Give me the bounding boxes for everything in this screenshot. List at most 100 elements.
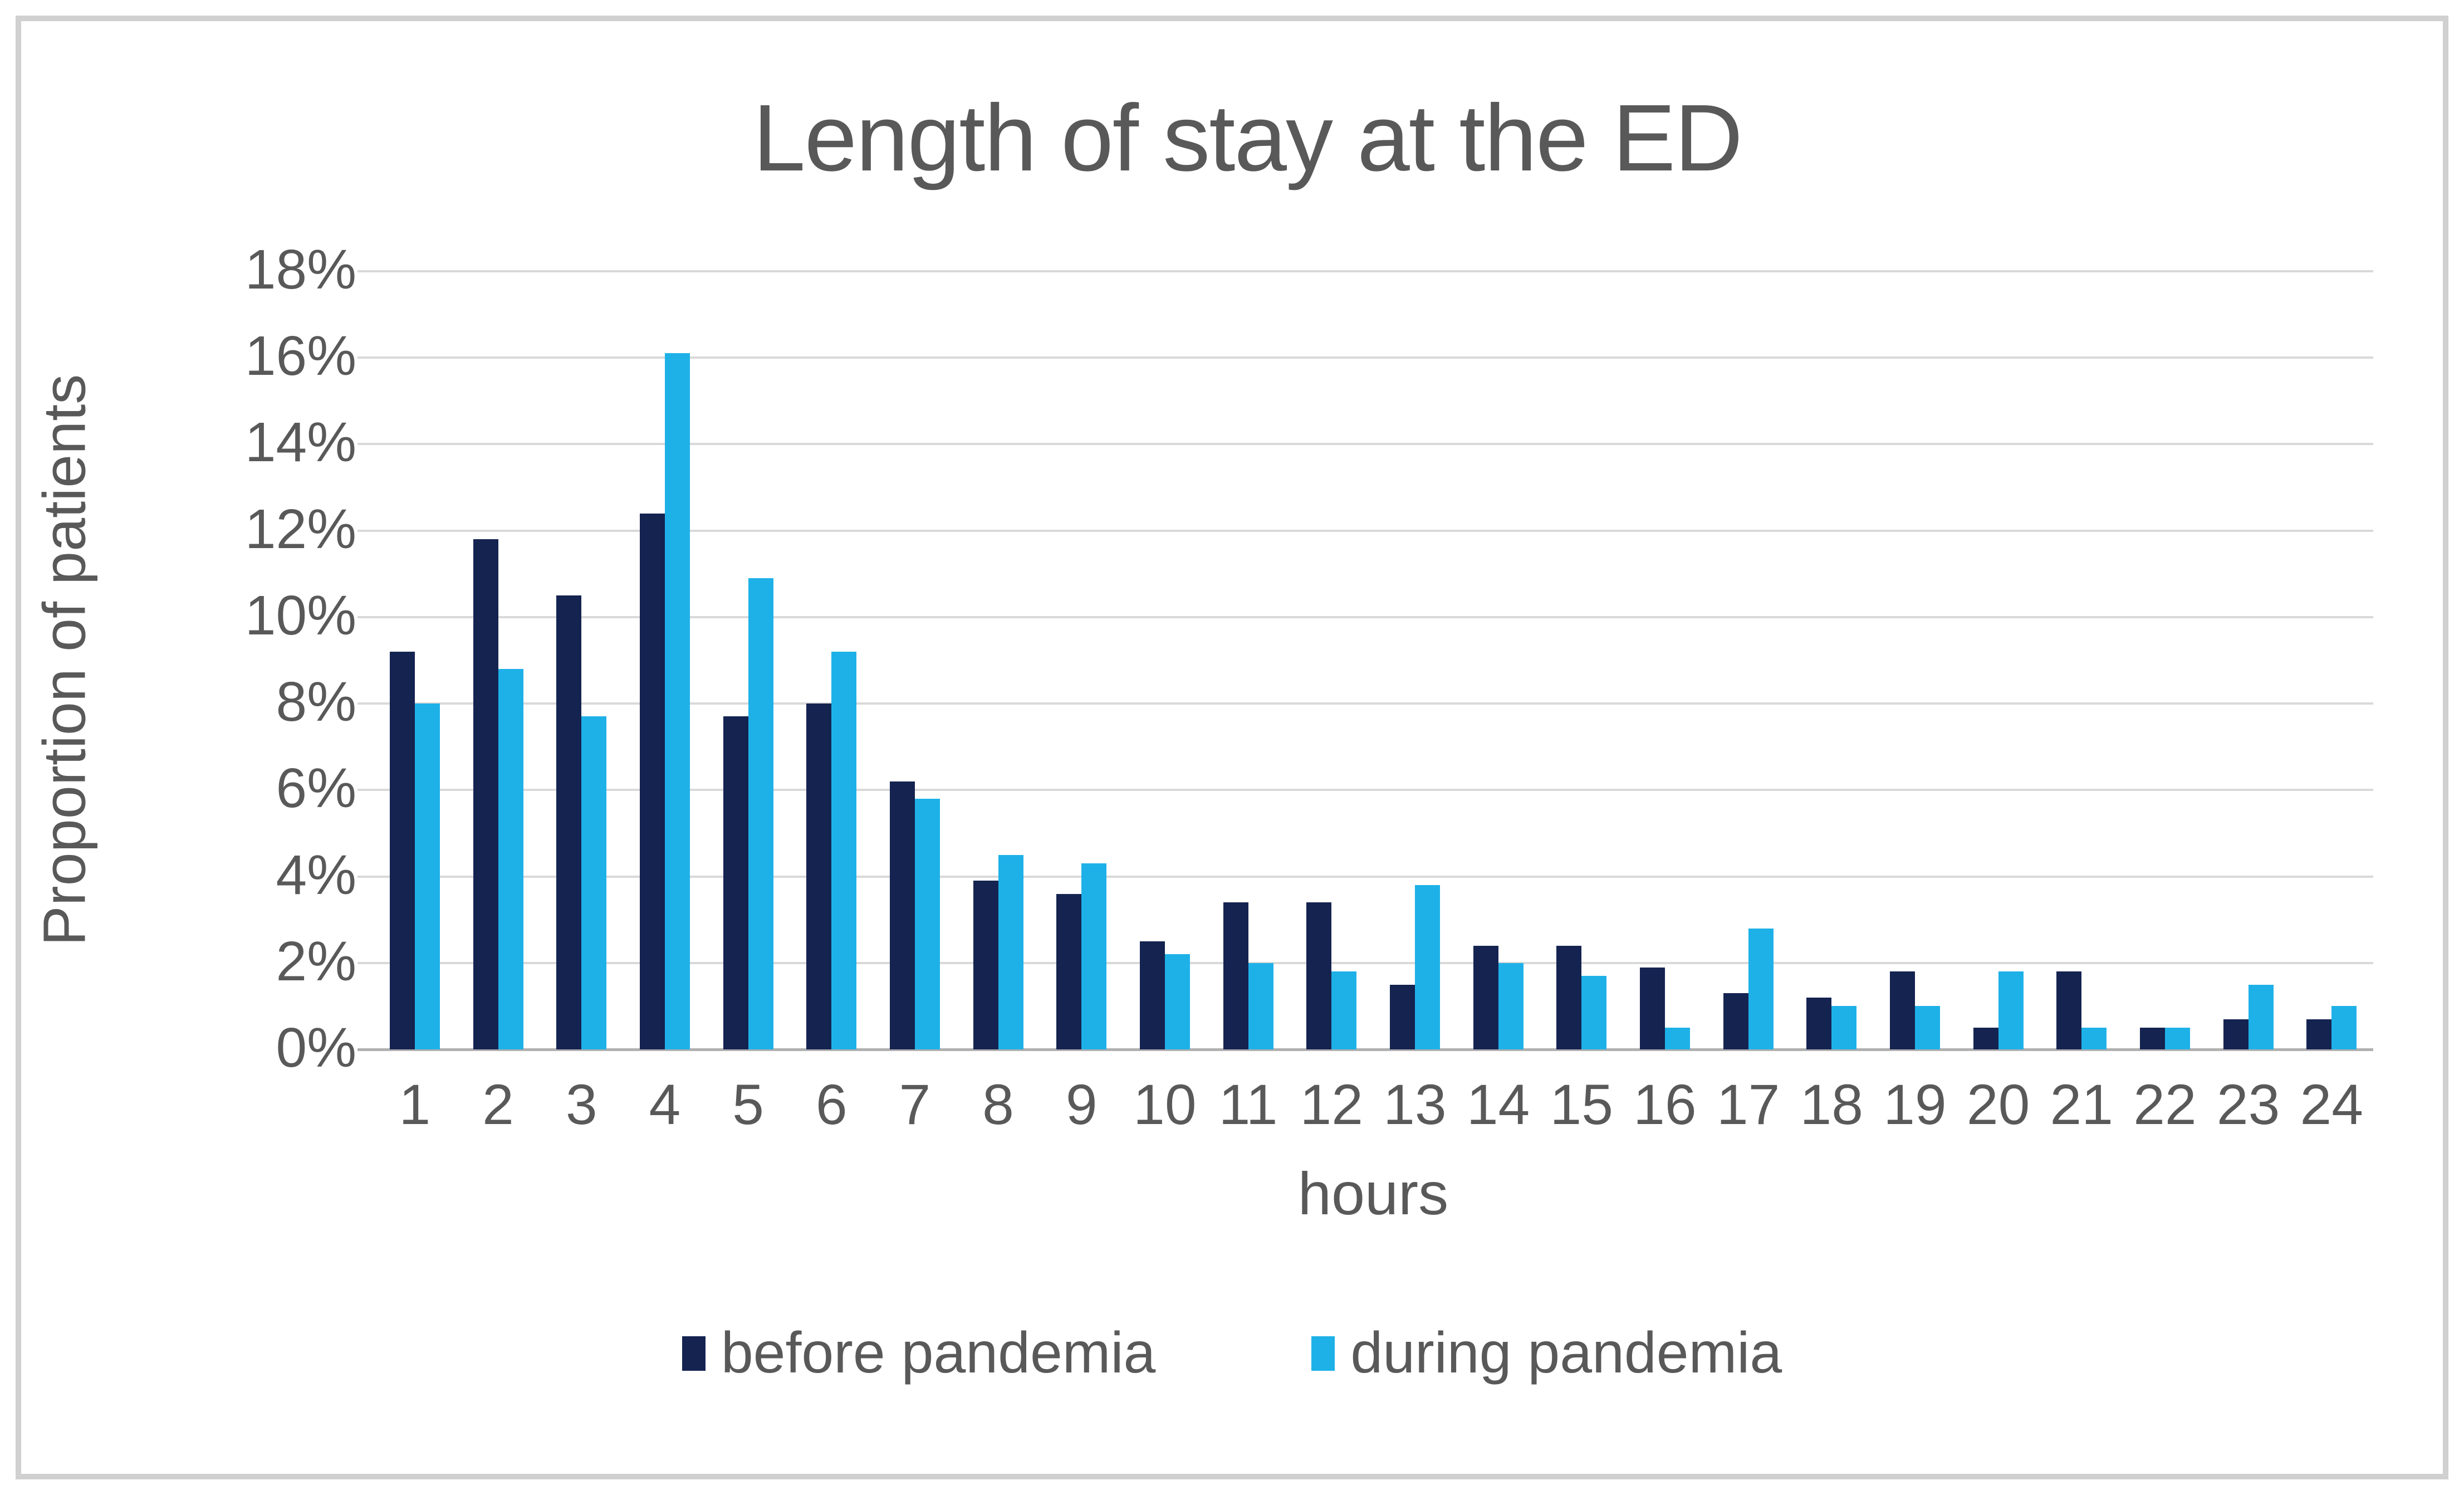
bar-before-hour-9 xyxy=(1056,893,1082,1049)
bar-before-hour-15 xyxy=(1556,945,1582,1049)
plot-area xyxy=(357,270,2373,1051)
y-tick-label: 6% xyxy=(276,757,356,820)
bar-before-hour-2 xyxy=(473,539,498,1049)
bar-before-hour-22 xyxy=(2139,1028,2165,1049)
bar-during-hour-17 xyxy=(1748,928,1774,1049)
y-tick-label: 16% xyxy=(244,325,356,388)
legend-item-during-pandemia: during pandemia xyxy=(1311,1320,1782,1386)
legend-swatch-during-icon xyxy=(1311,1336,1335,1371)
x-tick-label: 4 xyxy=(649,1073,681,1136)
y-tick-label: 10% xyxy=(244,584,356,647)
gridline xyxy=(357,702,2373,705)
x-tick-label: 5 xyxy=(732,1073,764,1136)
x-tick-label: 20 xyxy=(1966,1073,2030,1136)
bar-during-hour-24 xyxy=(2331,1006,2357,1049)
gridline xyxy=(357,529,2373,532)
bar-before-hour-21 xyxy=(2056,971,2082,1049)
bar-before-hour-14 xyxy=(1473,945,1498,1049)
bar-before-hour-13 xyxy=(1389,984,1415,1049)
gridline xyxy=(357,615,2373,618)
chart-title: Length of stay at the ED xyxy=(753,85,1743,191)
bar-before-hour-12 xyxy=(1306,902,1332,1049)
gridline xyxy=(357,961,2373,964)
y-axis-tick-labels: 18% 16% 14% 12% 10% 8% 6% 4% 2% 0% xyxy=(139,238,356,1079)
legend: before pandemia during pandemia xyxy=(0,1320,2464,1386)
x-tick-label: 21 xyxy=(2050,1073,2113,1136)
bar-before-hour-17 xyxy=(1723,993,1748,1049)
x-tick-label: 15 xyxy=(1550,1073,1613,1136)
bar-during-hour-23 xyxy=(2248,984,2274,1049)
bar-group-hour-20 xyxy=(1957,271,2040,1049)
gridline xyxy=(357,270,2373,272)
bar-group-hour-22 xyxy=(2123,271,2207,1049)
bar-group-hour-7 xyxy=(873,271,957,1049)
bar-before-hour-24 xyxy=(2306,1019,2332,1049)
bar-group-hour-18 xyxy=(1790,271,1873,1049)
y-tick-label: 14% xyxy=(244,411,356,474)
x-axis-baseline xyxy=(357,1048,2373,1051)
bar-group-hour-13 xyxy=(1373,271,1457,1049)
bar-before-hour-5 xyxy=(723,716,748,1049)
x-tick-label: 2 xyxy=(482,1073,514,1136)
y-tick-label: 0% xyxy=(276,1017,356,1079)
bar-group-hour-5 xyxy=(707,271,790,1049)
bar-during-hour-7 xyxy=(914,798,940,1049)
bar-before-hour-4 xyxy=(639,513,665,1049)
x-tick-label: 19 xyxy=(1883,1073,1947,1136)
bar-before-hour-7 xyxy=(889,781,915,1049)
x-tick-label: 6 xyxy=(815,1073,848,1136)
bar-during-hour-19 xyxy=(1914,1006,1940,1049)
legend-label-before: before pandemia xyxy=(721,1321,1156,1385)
gridline xyxy=(357,789,2373,792)
x-tick-label: 8 xyxy=(982,1073,1014,1136)
bar-group-hour-10 xyxy=(1123,271,1207,1049)
y-tick-label: 12% xyxy=(244,497,356,560)
bar-group-hour-17 xyxy=(1707,271,1790,1049)
bar-group-hour-2 xyxy=(457,271,540,1049)
legend-item-before-pandemia: before pandemia xyxy=(682,1320,1156,1386)
bar-series-container xyxy=(373,271,2373,1049)
bar-during-hour-22 xyxy=(2164,1028,2190,1049)
y-tick-label: 18% xyxy=(244,238,356,301)
bar-group-hour-21 xyxy=(2040,271,2123,1049)
bar-group-hour-14 xyxy=(1457,271,1540,1049)
bar-during-hour-13 xyxy=(1414,885,1440,1049)
bar-during-hour-21 xyxy=(2081,1028,2107,1049)
bar-group-hour-8 xyxy=(957,271,1040,1049)
x-tick-label: 14 xyxy=(1466,1073,1530,1136)
x-tick-label: 3 xyxy=(565,1073,597,1136)
bar-during-hour-2 xyxy=(498,669,523,1049)
x-axis-title: hours xyxy=(1297,1160,1449,1227)
x-tick-label: 16 xyxy=(1633,1073,1697,1136)
bar-group-hour-19 xyxy=(1873,271,1957,1049)
bar-before-hour-8 xyxy=(973,881,998,1049)
bar-during-hour-10 xyxy=(1164,954,1190,1049)
y-tick-label: 8% xyxy=(276,671,356,734)
x-tick-label: 13 xyxy=(1383,1073,1447,1136)
bar-during-hour-5 xyxy=(748,578,773,1049)
bar-during-hour-1 xyxy=(414,703,440,1049)
legend-label-during: during pandemia xyxy=(1350,1321,1782,1385)
bar-during-hour-3 xyxy=(581,716,607,1049)
bar-group-hour-3 xyxy=(540,271,623,1049)
bar-group-hour-24 xyxy=(2290,271,2373,1049)
y-axis-title: Proportion of patients xyxy=(30,374,98,946)
bar-group-hour-4 xyxy=(623,271,707,1049)
y-tick-label: 4% xyxy=(276,843,356,906)
x-axis-tick-labels: 1 2 3 4 5 6 7 8 9 10 11 12 13 14 15 16 17 18 19 20 21 22 23 24 xyxy=(373,1072,2373,1137)
bar-group-hour-1 xyxy=(373,271,457,1049)
bar-during-hour-12 xyxy=(1331,971,1357,1049)
x-tick-label: 11 xyxy=(1218,1073,1278,1136)
bar-before-hour-1 xyxy=(389,651,415,1049)
bar-group-hour-12 xyxy=(1290,271,1373,1049)
bar-before-hour-6 xyxy=(806,703,832,1049)
bar-during-hour-15 xyxy=(1581,976,1607,1049)
gridline xyxy=(357,356,2373,359)
gridline xyxy=(357,875,2373,878)
bar-during-hour-11 xyxy=(1248,963,1273,1049)
x-tick-label: 18 xyxy=(1800,1073,1863,1136)
bar-group-hour-6 xyxy=(790,271,873,1049)
bar-during-hour-20 xyxy=(1998,971,2024,1049)
bar-during-hour-14 xyxy=(1498,963,1524,1049)
